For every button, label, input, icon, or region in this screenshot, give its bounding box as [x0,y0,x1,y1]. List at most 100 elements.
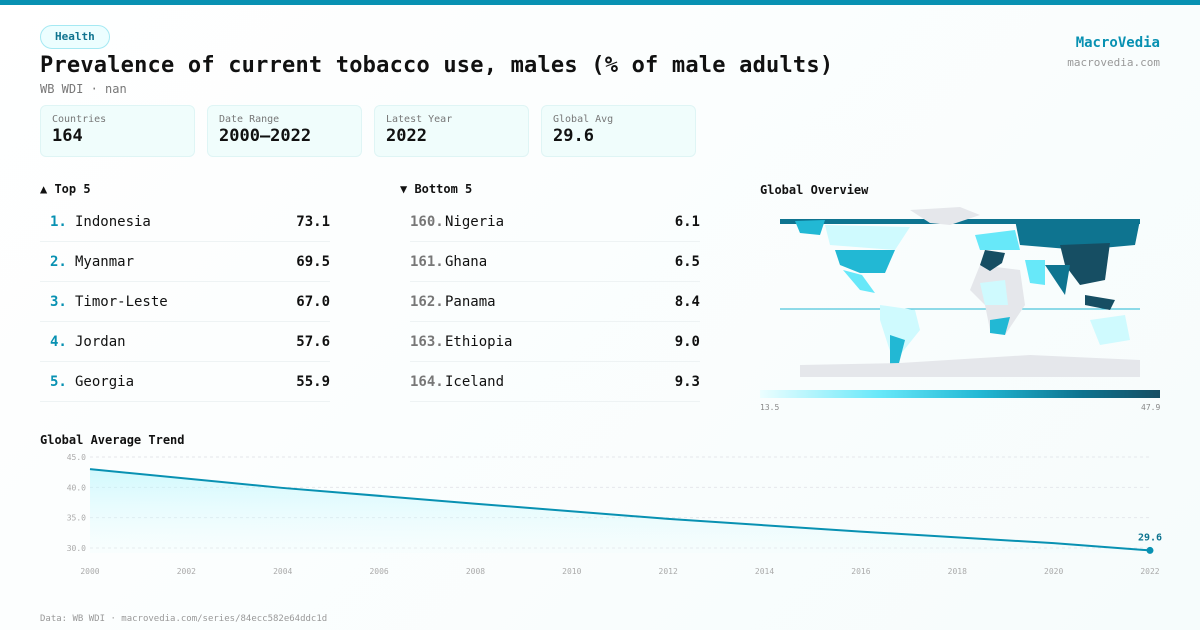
list-item[interactable]: 161. Ghana 6.5 [410,242,700,282]
top-accent-bar [0,0,1200,5]
y-tick-label: 40.0 [67,483,86,492]
bottom-5-list: 160. Nigeria 6.1 161. Ghana 6.5 162. Panama 8.4 1… [410,210,700,410]
rank: 3. [50,293,67,310]
country-name: Panama [445,293,496,310]
map-color-legend [760,390,1160,398]
list-item[interactable]: 162. Panama 8.4 [410,282,700,322]
x-tick-label: 2016 [851,567,870,576]
brand-logo[interactable]: MacroVedia [1075,35,1160,51]
x-tick-label: 2008 [466,567,485,576]
rank: 162. [410,293,444,310]
region-europe[interactable] [975,230,1020,250]
y-tick-label: 35.0 [67,514,86,523]
stat-value: 164 [52,126,83,146]
footer-source: Data: WB WDI · macrovedia.com/series/84e… [40,614,328,624]
region-india[interactable] [1045,265,1070,295]
region-china[interactable] [1060,243,1110,285]
stat-value: 2000–2022 [219,126,312,146]
country-value: 8.4 [674,293,700,310]
top-5-heading: ▲ Top 5 [40,182,91,196]
brand-url[interactable]: macrovedia.com [1067,56,1160,69]
list-item[interactable]: 3. Timor-Leste 67.0 [40,282,330,322]
stat-value: 2022 [386,126,427,146]
region-middle-east[interactable] [1025,260,1045,285]
region-usa[interactable] [835,250,895,273]
country-name: Nigeria [445,213,505,230]
x-tick-label: 2006 [369,567,388,576]
country-value: 67.0 [296,293,330,310]
x-tick-label: 2022 [1140,567,1159,576]
category-badge[interactable]: Health [40,25,110,49]
country-name: Iceland [445,373,505,390]
region-algeria[interactable] [980,250,1005,271]
trend-area [90,469,1150,553]
rank: 164. [410,373,444,390]
world-map[interactable] [780,205,1142,380]
country-name: Indonesia [75,213,151,230]
list-item[interactable]: 4. Jordan 57.6 [40,322,330,362]
country-value: 9.0 [674,333,700,350]
stat-label: Date Range [219,114,280,125]
top-5-list: 1. Indonesia 73.1 2. Myanmar 69.5 3. Timor-Lest… [40,210,330,410]
trend-chart-title: Global Average Trend [40,433,185,447]
stat-card-latest-year: Latest Year 2022 [374,105,529,157]
region-canada[interactable] [825,225,910,250]
x-tick-label: 2018 [948,567,967,576]
last-point-marker [1146,546,1154,554]
rank: 4. [50,333,67,350]
list-item[interactable]: 1. Indonesia 73.1 [40,202,330,242]
country-value: 6.1 [674,213,700,230]
x-tick-label: 2020 [1044,567,1063,576]
country-name: Ethiopia [445,333,513,350]
list-item[interactable]: 160. Nigeria 6.1 [410,202,700,242]
stat-label: Latest Year [386,114,453,125]
y-tick-label: 45.0 [67,453,86,462]
rank: 1. [50,213,67,230]
country-value: 9.3 [674,373,700,390]
country-value: 73.1 [296,213,330,230]
list-item[interactable]: 164. Iceland 9.3 [410,362,700,402]
last-value-label: 29.6 [1138,532,1162,543]
region-russia[interactable] [1015,220,1140,250]
page-subtitle: WB WDI · nan [40,82,127,96]
rank: 5. [50,373,67,390]
x-tick-label: 2012 [659,567,678,576]
stat-card-global-avg: Global Avg 29.6 [541,105,696,157]
rank: 2. [50,253,67,270]
region-australia[interactable] [1090,315,1130,345]
map-heading: Global Overview [760,183,869,197]
stat-value: 29.6 [553,126,594,146]
page-title: Prevalence of current tobacco use, males… [40,53,834,78]
x-tick-label: 2000 [80,567,99,576]
x-tick-label: 2004 [273,567,292,576]
rank: 161. [410,253,444,270]
list-item[interactable]: 163. Ethiopia 9.0 [410,322,700,362]
region-west-africa[interactable] [980,280,1008,305]
trend-chart: 30.0 35.0 40.0 45.0 2000 2002 2004 2006 2008 2010… [67,453,1162,576]
region-indonesia[interactable] [1085,295,1115,310]
stat-card-countries: Countries 164 [40,105,195,157]
list-item[interactable]: 2. Myanmar 69.5 [40,242,330,282]
region-alaska[interactable] [795,220,825,235]
x-tick-label: 2002 [177,567,196,576]
region-mexico[interactable] [843,270,875,293]
country-name: Ghana [445,253,488,270]
rank: 163. [410,333,444,350]
region-antarctica[interactable] [800,355,1140,377]
country-name: Timor-Leste [75,293,168,310]
country-value: 57.6 [296,333,330,350]
legend-min-label: 13.5 [760,403,780,412]
list-item[interactable]: 5. Georgia 55.9 [40,362,330,402]
stat-label: Countries [52,114,107,125]
country-value: 55.9 [296,373,330,390]
region-south-africa[interactable] [990,317,1010,335]
country-value: 6.5 [674,253,700,270]
country-value: 69.5 [296,253,330,270]
country-name: Jordan [75,333,126,350]
region-greenland[interactable] [910,207,980,225]
country-name: Myanmar [75,253,135,270]
x-tick-label: 2014 [755,567,774,576]
region-argentina[interactable] [890,335,905,367]
stat-card-date-range: Date Range 2000–2022 [207,105,362,157]
x-tick-label: 2010 [562,567,581,576]
